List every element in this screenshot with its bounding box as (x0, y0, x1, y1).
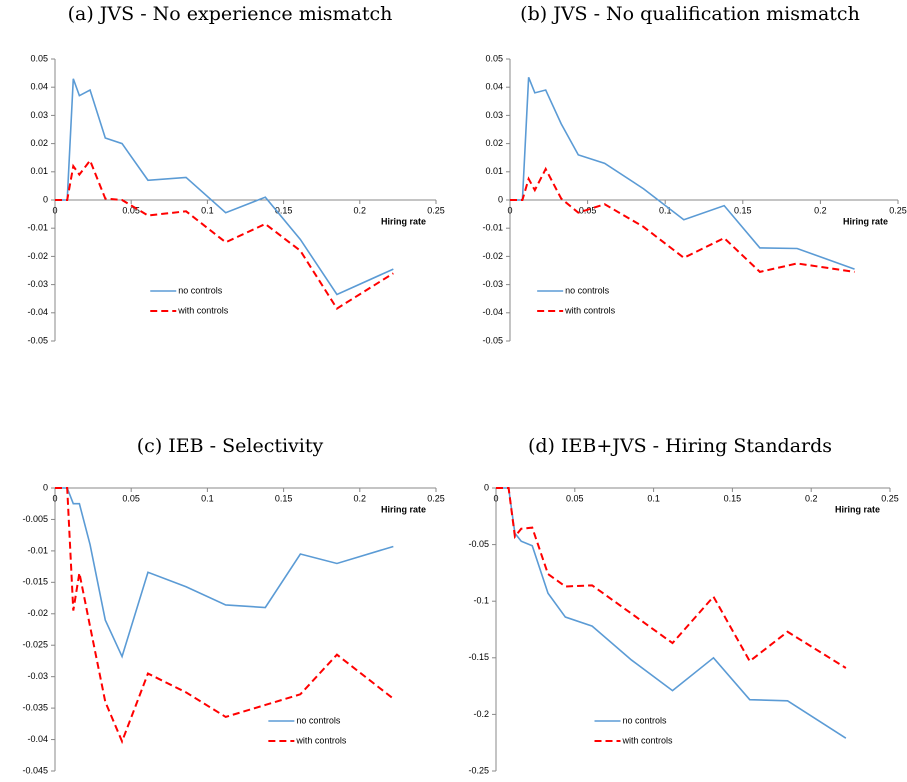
y-tick-label: -0.03 (27, 671, 48, 681)
y-tick-label: -0.03 (482, 279, 503, 289)
x-axis-label: Hiring rate (835, 504, 880, 514)
series-line (55, 487, 394, 745)
series-line (55, 158, 394, 310)
y-tick-label: 0.05 (30, 53, 48, 63)
y-tick-label: -0.1 (473, 596, 489, 606)
x-tick-label: 0.25 (427, 205, 445, 215)
x-tick-label: 0.15 (275, 205, 293, 215)
series-line (55, 78, 394, 296)
series-line (496, 487, 847, 669)
legend-label: with controls (177, 305, 229, 315)
legend-label: with controls (295, 735, 347, 745)
legend-label: with controls (564, 305, 616, 315)
y-tick-label: -0.05 (468, 539, 489, 549)
legend-label: no controls (565, 285, 610, 295)
y-tick-label: -0.035 (22, 702, 48, 712)
y-tick-label: -0.01 (482, 223, 503, 233)
x-tick-label: 0.1 (201, 205, 214, 215)
y-tick-label: -0.05 (27, 335, 48, 345)
y-tick-label: 0.01 (485, 166, 503, 176)
y-tick-label: -0.2 (473, 709, 489, 719)
x-tick-label: 0 (507, 205, 512, 215)
x-tick-label: 0.2 (354, 493, 367, 503)
y-tick-label: 0.04 (30, 82, 48, 92)
series-line (510, 166, 855, 274)
legend-label: with controls (622, 735, 674, 745)
y-tick-label: 0 (43, 194, 48, 204)
x-tick-label: 0.05 (122, 205, 140, 215)
y-tick-label: -0.25 (468, 765, 489, 775)
y-tick-label: 0 (484, 482, 489, 492)
y-tick-label: 0 (43, 482, 48, 492)
y-tick-label: -0.03 (27, 279, 48, 289)
y-tick-label: 0.01 (30, 166, 48, 176)
series-line (510, 77, 855, 270)
x-tick-label: 0 (52, 493, 57, 503)
y-tick-label: 0.04 (485, 82, 503, 92)
x-tick-label: 0.25 (881, 493, 899, 503)
y-tick-label: -0.015 (22, 577, 48, 587)
x-tick-label: 0.25 (427, 493, 445, 503)
x-tick-label: 0.15 (724, 493, 742, 503)
y-tick-label: -0.04 (482, 307, 503, 317)
series-line (55, 487, 394, 659)
x-axis-label: Hiring rate (381, 504, 426, 514)
x-tick-label: 0.1 (659, 205, 672, 215)
y-tick-label: 0.05 (485, 53, 503, 63)
y-tick-label: -0.04 (27, 734, 48, 744)
y-tick-label: 0 (498, 194, 503, 204)
y-tick-label: 0.02 (30, 138, 48, 148)
y-tick-label: -0.04 (27, 307, 48, 317)
chart-title: (b) JVS - No qualification mismatch (520, 3, 860, 25)
chart-title: (c) IEB - Selectivity (137, 435, 324, 457)
y-tick-label: -0.01 (27, 223, 48, 233)
legend-label: no controls (623, 715, 668, 725)
x-tick-label: 0 (52, 205, 57, 215)
y-tick-label: -0.02 (27, 608, 48, 618)
x-tick-label: 0.2 (805, 493, 818, 503)
legend-label: no controls (178, 285, 223, 295)
x-tick-label: 0.2 (814, 205, 827, 215)
y-tick-label: -0.02 (482, 251, 503, 261)
x-tick-label: 0.15 (275, 493, 293, 503)
y-tick-label: -0.02 (27, 251, 48, 261)
x-tick-label: 0 (493, 493, 498, 503)
y-tick-label: -0.01 (27, 545, 48, 555)
series-line (496, 487, 847, 739)
y-tick-label: -0.025 (22, 640, 48, 650)
x-tick-label: 0.1 (201, 493, 214, 503)
x-tick-label: 0.1 (647, 493, 660, 503)
x-tick-label: 0.15 (734, 205, 752, 215)
x-tick-label: 0.25 (889, 205, 907, 215)
x-tick-label: 0.2 (354, 205, 367, 215)
chart-title: (a) JVS - No experience mismatch (68, 3, 393, 25)
y-tick-label: -0.05 (482, 335, 503, 345)
y-tick-label: -0.045 (22, 765, 48, 775)
x-tick-label: 0.05 (566, 493, 584, 503)
y-tick-label: 0.02 (485, 138, 503, 148)
y-tick-label: 0.03 (30, 110, 48, 120)
x-axis-label: Hiring rate (843, 216, 888, 226)
chart-title: (d) IEB+JVS - Hiring Standards (528, 435, 832, 457)
y-tick-label: -0.15 (468, 652, 489, 662)
y-tick-label: -0.005 (22, 514, 48, 524)
legend-label: no controls (296, 715, 341, 725)
x-tick-label: 0.05 (122, 493, 140, 503)
x-axis-label: Hiring rate (381, 216, 426, 226)
y-tick-label: 0.03 (485, 110, 503, 120)
